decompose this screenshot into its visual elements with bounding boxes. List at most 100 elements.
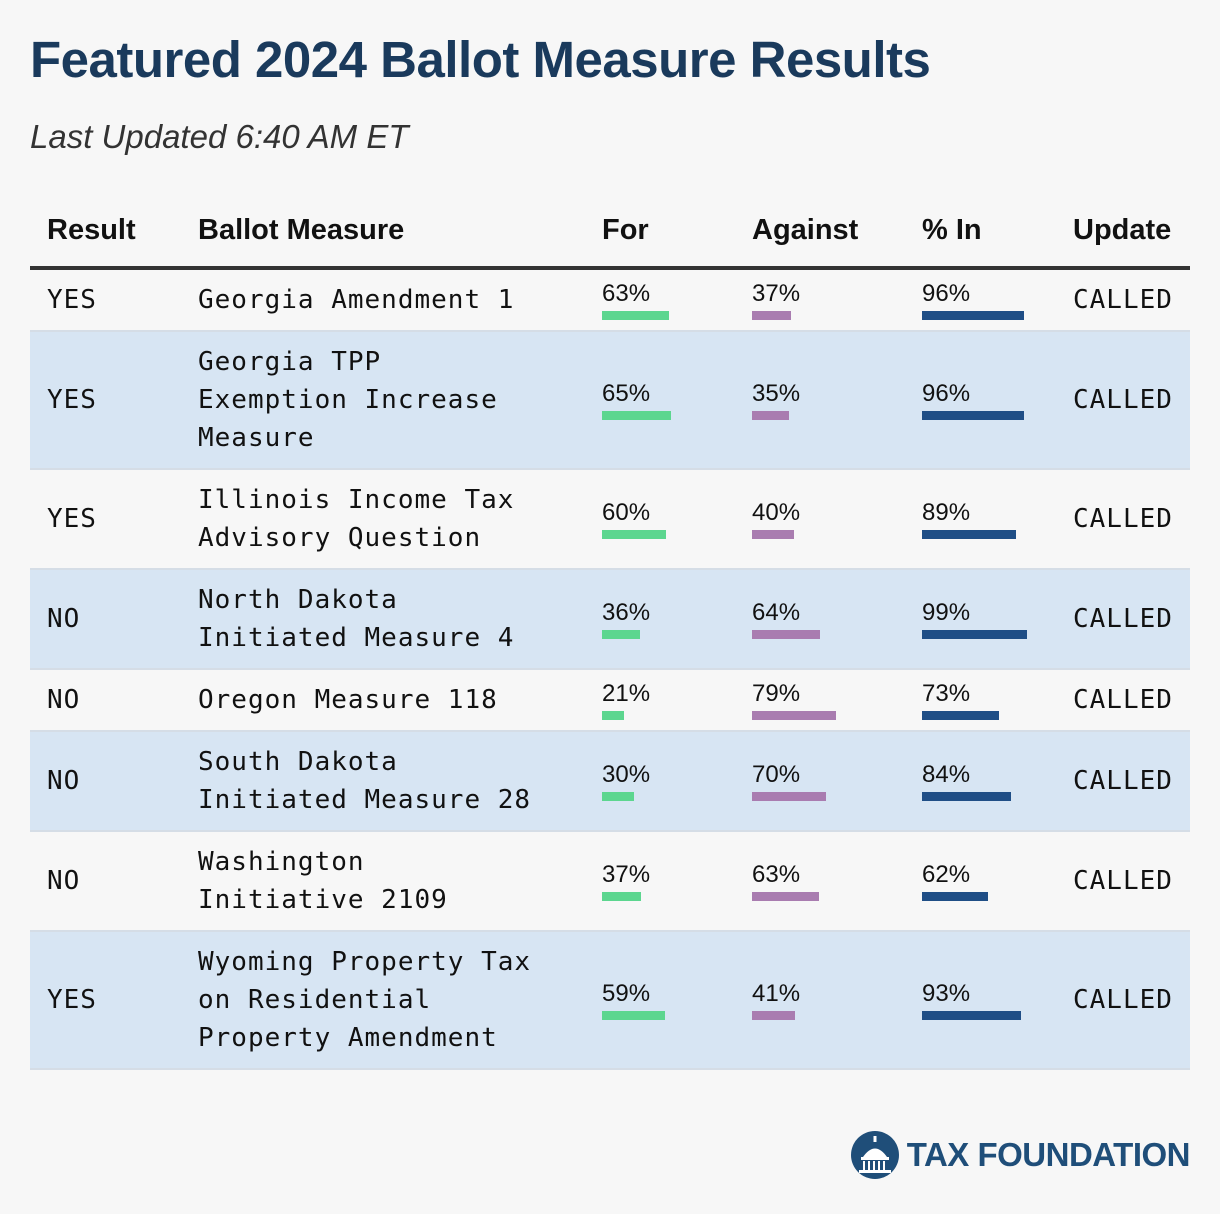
against-cell: 64%	[752, 570, 820, 668]
against-value: 40%	[752, 498, 801, 526]
capitol-dome-icon	[850, 1131, 899, 1179]
result-cell: NO	[47, 766, 81, 796]
for-value: 21%	[602, 679, 651, 707]
header-for: For	[602, 214, 649, 246]
for-bar	[602, 310, 669, 320]
header-against: Against	[752, 214, 859, 246]
pct-in-cell: 62%	[922, 832, 988, 930]
pct-in-value: 84%	[922, 760, 971, 788]
for-value: 37%	[602, 860, 651, 888]
pct-in-bar	[922, 891, 988, 901]
against-value: 41%	[752, 979, 801, 1007]
pct-in-bar	[922, 529, 1016, 539]
table-row: YES Georgia Amendment 1 63% 37% 96% CALLED	[30, 270, 1190, 332]
results-table: Result Ballot Measure For Against % In U…	[30, 200, 1190, 1070]
update-cell: CALLED	[1073, 685, 1173, 715]
for-bar	[602, 529, 666, 539]
against-cell: 35%	[752, 332, 800, 468]
result-cell: YES	[47, 385, 97, 415]
pct-in-cell: 89%	[922, 470, 1016, 568]
update-cell: CALLED	[1073, 285, 1173, 315]
pct-in-bar	[922, 791, 1011, 801]
pct-in-cell: 84%	[922, 732, 1011, 830]
result-cell: YES	[47, 285, 97, 315]
measure-cell: Washington Initiative 2109	[198, 847, 448, 915]
against-cell: 79%	[752, 670, 836, 730]
for-bar	[602, 629, 640, 639]
pct-in-cell: 73%	[922, 670, 999, 730]
pct-in-cell: 99%	[922, 570, 1027, 668]
header-update: Update	[1073, 214, 1172, 246]
pct-in-bar	[922, 310, 1024, 320]
against-bar	[752, 891, 819, 901]
table-row: YES Wyoming Property Tax on Residential P…	[30, 932, 1190, 1070]
update-cell: CALLED	[1073, 985, 1173, 1015]
table-row: NO South Dakota Initiated Measure 28 30% 70…	[30, 732, 1190, 832]
pct-in-bar	[922, 410, 1024, 420]
against-value: 79%	[752, 679, 801, 707]
against-value: 64%	[752, 598, 801, 626]
update-cell: CALLED	[1073, 866, 1173, 896]
for-cell: 60%	[602, 470, 666, 568]
against-value: 37%	[752, 279, 801, 307]
for-cell: 21%	[602, 670, 650, 730]
measure-cell: Georgia TPP Exemption Increase Measure	[198, 347, 498, 453]
pct-in-bar	[922, 1010, 1021, 1020]
against-cell: 41%	[752, 932, 800, 1068]
for-cell: 63%	[602, 270, 669, 330]
against-cell: 40%	[752, 470, 800, 568]
pct-in-value: 96%	[922, 379, 971, 407]
result-cell: YES	[47, 985, 97, 1015]
against-bar	[752, 791, 826, 801]
for-cell: 37%	[602, 832, 650, 930]
for-bar	[602, 791, 634, 801]
measure-cell: Illinois Income Tax Advisory Question	[198, 485, 515, 553]
update-cell: CALLED	[1073, 604, 1173, 634]
for-bar	[602, 1010, 665, 1020]
chart-title: Featured 2024 Ballot Measure Results	[30, 31, 931, 88]
pct-in-bar	[922, 629, 1027, 639]
measure-cell: Oregon Measure 118	[198, 685, 498, 715]
header-result: Result	[47, 214, 136, 246]
pct-in-cell: 96%	[922, 270, 1024, 330]
for-bar	[602, 410, 671, 420]
against-bar	[752, 410, 789, 420]
for-cell: 30%	[602, 732, 650, 830]
for-bar	[602, 710, 624, 720]
for-cell: 65%	[602, 332, 671, 468]
pct-in-bar	[922, 710, 999, 720]
for-value: 59%	[602, 979, 651, 1007]
last-updated: Last Updated 6:40 AM ET	[30, 118, 409, 155]
for-value: 60%	[602, 498, 651, 526]
result-cell: YES	[47, 504, 97, 534]
header-pct-in: % In	[922, 214, 982, 246]
for-value: 36%	[602, 598, 651, 626]
for-bar	[602, 891, 641, 901]
pct-in-value: 89%	[922, 498, 971, 526]
pct-in-value: 73%	[922, 679, 971, 707]
table-row: NO Washington Initiative 2109 37% 63% 62% CAL…	[30, 832, 1190, 932]
against-value: 70%	[752, 760, 801, 788]
table-row: NO North Dakota Initiated Measure 4 36% 64%…	[30, 570, 1190, 670]
for-cell: 36%	[602, 570, 650, 668]
result-cell: NO	[47, 604, 81, 634]
pct-in-value: 93%	[922, 979, 971, 1007]
against-cell: 70%	[752, 732, 826, 830]
for-cell: 59%	[602, 932, 665, 1068]
for-value: 30%	[602, 760, 651, 788]
result-cell: NO	[47, 866, 81, 896]
logo-text: TAX FOUNDATION	[906, 1136, 1191, 1173]
measure-cell: Georgia Amendment 1	[198, 285, 515, 315]
against-value: 35%	[752, 379, 801, 407]
pct-in-cell: 93%	[922, 932, 1021, 1068]
pct-in-value: 62%	[922, 860, 971, 888]
table-row: NO Oregon Measure 118 21% 79% 73% CALLED	[30, 670, 1190, 732]
table-row: YES Illinois Income Tax Advisory Question…	[30, 470, 1190, 570]
table-header: Result Ballot Measure For Against % In U…	[30, 200, 1190, 270]
for-value: 65%	[602, 379, 651, 407]
measure-cell: South Dakota Initiated Measure 28	[198, 747, 532, 815]
pct-in-cell: 96%	[922, 332, 1024, 468]
against-cell: 63%	[752, 832, 819, 930]
update-cell: CALLED	[1073, 766, 1173, 796]
result-cell: NO	[47, 685, 81, 715]
